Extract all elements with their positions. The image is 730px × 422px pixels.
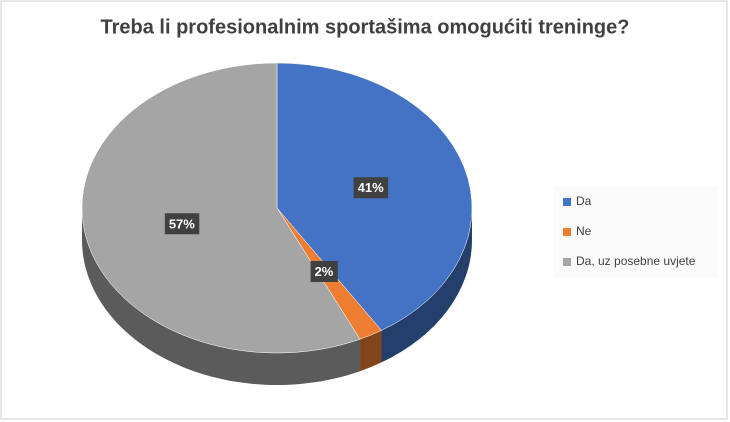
data-label: 41% — [353, 177, 389, 199]
legend-label: Da, uz posebne uvjete — [576, 254, 696, 268]
data-label-box — [310, 260, 338, 282]
slice-side — [381, 208, 472, 363]
data-label-text: 2% — [315, 264, 334, 279]
slice-side — [360, 330, 382, 372]
legend: Da Ne Da, uz posebne uvjete — [553, 186, 717, 278]
data-label: 57% — [164, 213, 200, 235]
data-label-box — [164, 213, 200, 235]
slice-side — [82, 208, 361, 385]
data-label-text: 41% — [358, 180, 384, 195]
legend-swatch — [563, 258, 571, 266]
legend-swatch — [563, 228, 571, 236]
data-label-text: 57% — [169, 216, 195, 231]
chart-title: Treba li profesionalnim sportašima omogu… — [101, 16, 630, 38]
data-label-box — [353, 177, 389, 199]
data-label: 2% — [310, 260, 338, 282]
pie-slice — [81, 62, 361, 354]
legend-box — [553, 186, 717, 278]
legend-label: Ne — [576, 224, 592, 238]
legend-label: Da — [576, 194, 592, 208]
legend-swatch — [563, 198, 571, 206]
